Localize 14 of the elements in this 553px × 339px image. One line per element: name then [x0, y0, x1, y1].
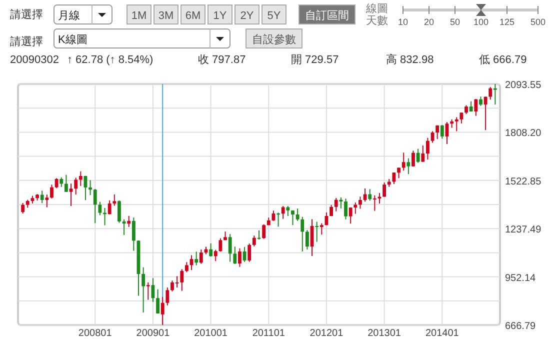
x-tick-label: 201101 — [252, 328, 286, 339]
x-tick-label: 200801 — [78, 328, 112, 339]
x-tick-label: 201001 — [194, 328, 228, 339]
y-tick-label: 666.79 — [505, 321, 536, 332]
x-tick-label: 201201 — [310, 328, 344, 339]
y-tick-label: 1808.20 — [505, 128, 542, 140]
y-tick-label: 1522.85 — [505, 176, 542, 188]
x-tick-label: 201401 — [425, 328, 460, 339]
x-tick-label: 201301 — [368, 328, 402, 339]
y-tick-label: 952.14 — [505, 272, 536, 284]
y-tick-label: 1237.49 — [505, 224, 542, 236]
header: 請選擇 月線 1M 3M 6M 1Y 2Y 5Y 自訂區間 線圖天數 10 20 50 100 125 500 請選擇 K線圖 自設參數 20090302 ↑ 62.78 (↑ 8.54%) 收 797.87 開 729.57 高 832.98 低 666.79 — [10, 3, 546, 66]
x-tick-label: 200901 — [136, 328, 170, 339]
y-tick-label: 2093.55 — [505, 80, 542, 91]
